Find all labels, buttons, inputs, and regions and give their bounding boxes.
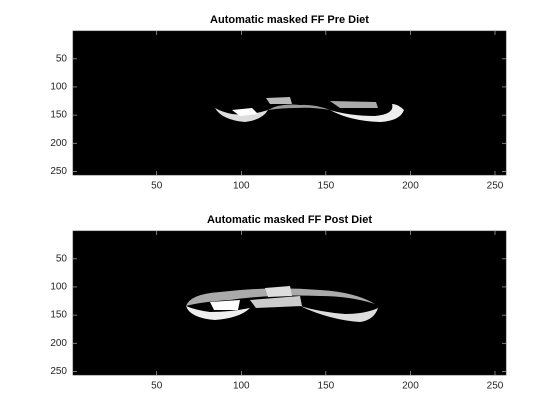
y-tick-label: 100 <box>50 82 67 93</box>
y-tick-label: 50 <box>56 53 68 64</box>
x-tick-label: 250 <box>487 381 504 392</box>
axes-box <box>72 30 507 176</box>
tissue <box>268 104 330 110</box>
x-tick-label: 200 <box>402 381 419 392</box>
y-tick-label: 250 <box>50 366 67 377</box>
x-tick-label: 100 <box>233 181 250 192</box>
y-tick-label: 100 <box>50 282 67 293</box>
tissue <box>265 286 292 297</box>
y-tick-label: 200 <box>50 338 67 349</box>
axes-box <box>72 230 507 376</box>
x-tick-label: 200 <box>402 181 419 192</box>
x-tick-label: 50 <box>151 381 163 392</box>
x-tick-label: 50 <box>151 181 163 192</box>
tissue <box>330 104 404 122</box>
x-tick-label: 100 <box>233 381 250 392</box>
tissue <box>232 108 258 116</box>
image-post <box>73 231 506 375</box>
y-tick-label: 250 <box>50 166 67 177</box>
chart-title: Automatic masked FF Post Diet <box>207 214 372 226</box>
tissue <box>250 296 302 308</box>
y-tick-label: 150 <box>50 310 67 321</box>
tissue <box>300 306 378 322</box>
tissue <box>186 288 375 306</box>
y-tick-label: 150 <box>50 110 67 121</box>
tissue <box>330 101 378 108</box>
y-tick-label: 50 <box>56 253 68 264</box>
tissue <box>210 300 240 310</box>
x-tick-label: 150 <box>318 181 335 192</box>
y-tick-label: 200 <box>50 138 67 149</box>
x-tick-label: 250 <box>487 181 504 192</box>
tissue <box>186 306 250 320</box>
x-tick-label: 150 <box>318 381 335 392</box>
chart-title: Automatic masked FF Pre Diet <box>210 14 369 26</box>
tissue <box>266 97 292 104</box>
image-pre <box>73 31 506 175</box>
